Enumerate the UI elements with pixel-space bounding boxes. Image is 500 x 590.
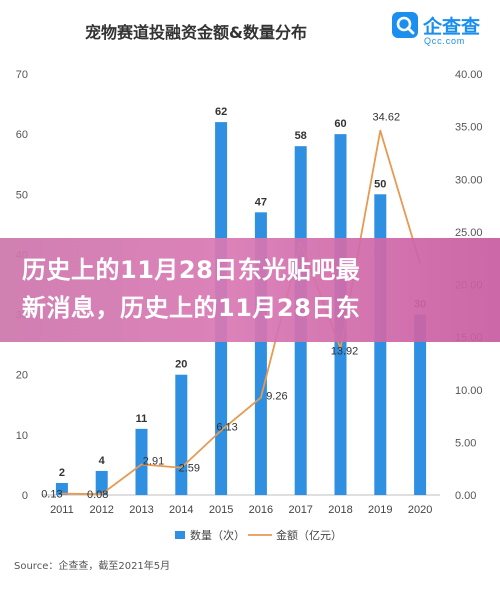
- bar: [55, 482, 68, 495]
- bar-value-label: 2: [59, 467, 65, 479]
- y-left-tick-label: 0: [22, 490, 28, 502]
- bar-value-label: 20: [175, 359, 187, 371]
- bar: [135, 428, 148, 495]
- y-left-tick-label: 10: [16, 430, 28, 442]
- y-right-tick-label: 30.00: [455, 174, 483, 186]
- x-tick-label: 2014: [169, 504, 193, 516]
- legend-bar-label: 数量（次）: [190, 528, 245, 542]
- source-note: Source：企查查，截至2021年5月: [14, 559, 170, 572]
- y-right-tick-label: 40.00: [455, 69, 483, 81]
- y-left-tick-label: 60: [16, 129, 28, 141]
- x-tick-label: 2013: [129, 504, 153, 516]
- y-right-tick-label: 5.00: [455, 437, 476, 449]
- line-value-label: 2.59: [179, 463, 200, 475]
- x-tick-label: 2019: [368, 504, 392, 516]
- y-left-tick-label: 20: [16, 370, 28, 382]
- line-value-label: 0.13: [41, 489, 62, 501]
- y-left-tick-label: 70: [16, 69, 28, 81]
- bar-value-label: 50: [374, 178, 386, 190]
- bar-value-label: 47: [255, 196, 267, 208]
- bar-value-label: 62: [215, 106, 227, 118]
- bar-value-label: 60: [334, 118, 346, 130]
- line-value-label: 2.91: [143, 455, 164, 467]
- article-title-line-2: 新消息，历史上的11月28日东: [22, 294, 361, 322]
- x-tick-label: 2015: [209, 504, 233, 516]
- y-right-tick-label: 0.00: [455, 490, 476, 502]
- line-value-label: 6.13: [216, 421, 237, 433]
- qcc-logo-icon: [392, 12, 418, 38]
- y-right-tick-label: 35.00: [455, 122, 483, 134]
- logo-name: 企查查: [423, 16, 481, 38]
- bar-value-label: 58: [295, 130, 307, 142]
- article-title-band: [0, 238, 500, 342]
- legend-line-label: 金额（亿元）: [276, 528, 342, 542]
- bar-value-label: 4: [99, 455, 106, 467]
- logo-domain: Qcc.com: [424, 36, 466, 46]
- x-tick-label: 2011: [50, 504, 74, 516]
- qcc-logo: 企查查 Qcc.com: [392, 12, 492, 48]
- chart-title: 宠物赛道投融资金额&数量分布: [85, 23, 307, 42]
- article-title[interactable]: 历史上的11月28日东光贴吧最 新消息，历史上的11月28日东: [22, 251, 492, 327]
- x-tick-label: 2016: [249, 504, 273, 516]
- y-right-tick-label: 10.00: [455, 385, 483, 397]
- y-right-tick-label: 25.00: [455, 227, 483, 239]
- x-tick-label: 2017: [288, 504, 312, 516]
- bar-value-label: 11: [136, 413, 148, 425]
- bar: [175, 374, 188, 495]
- legend-bar-swatch: [175, 531, 185, 539]
- x-tick-label: 2018: [328, 504, 352, 516]
- x-tick-label: 2012: [89, 504, 113, 516]
- line-value-label: 13.92: [331, 345, 359, 357]
- y-left-tick-label: 50: [16, 189, 28, 201]
- line-value-label: 9.26: [266, 391, 287, 403]
- x-tick-label: 2020: [408, 504, 432, 516]
- bar: [95, 470, 108, 495]
- bar: [414, 314, 427, 495]
- line-value-label: 0.08: [87, 489, 108, 501]
- line-value-label: 34.62: [373, 112, 401, 124]
- article-title-line-1: 历史上的11月28日东光贴吧最: [22, 256, 361, 284]
